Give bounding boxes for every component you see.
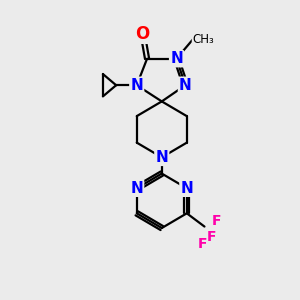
Text: N: N [130, 181, 143, 196]
Text: F: F [207, 230, 217, 244]
Text: O: O [136, 25, 150, 43]
Text: N: N [179, 78, 192, 93]
Text: F: F [197, 237, 207, 251]
Text: CH₃: CH₃ [193, 33, 214, 46]
Text: N: N [170, 51, 183, 66]
Text: N: N [155, 150, 168, 165]
Text: N: N [180, 181, 193, 196]
Text: N: N [130, 78, 143, 93]
Text: F: F [212, 214, 222, 228]
